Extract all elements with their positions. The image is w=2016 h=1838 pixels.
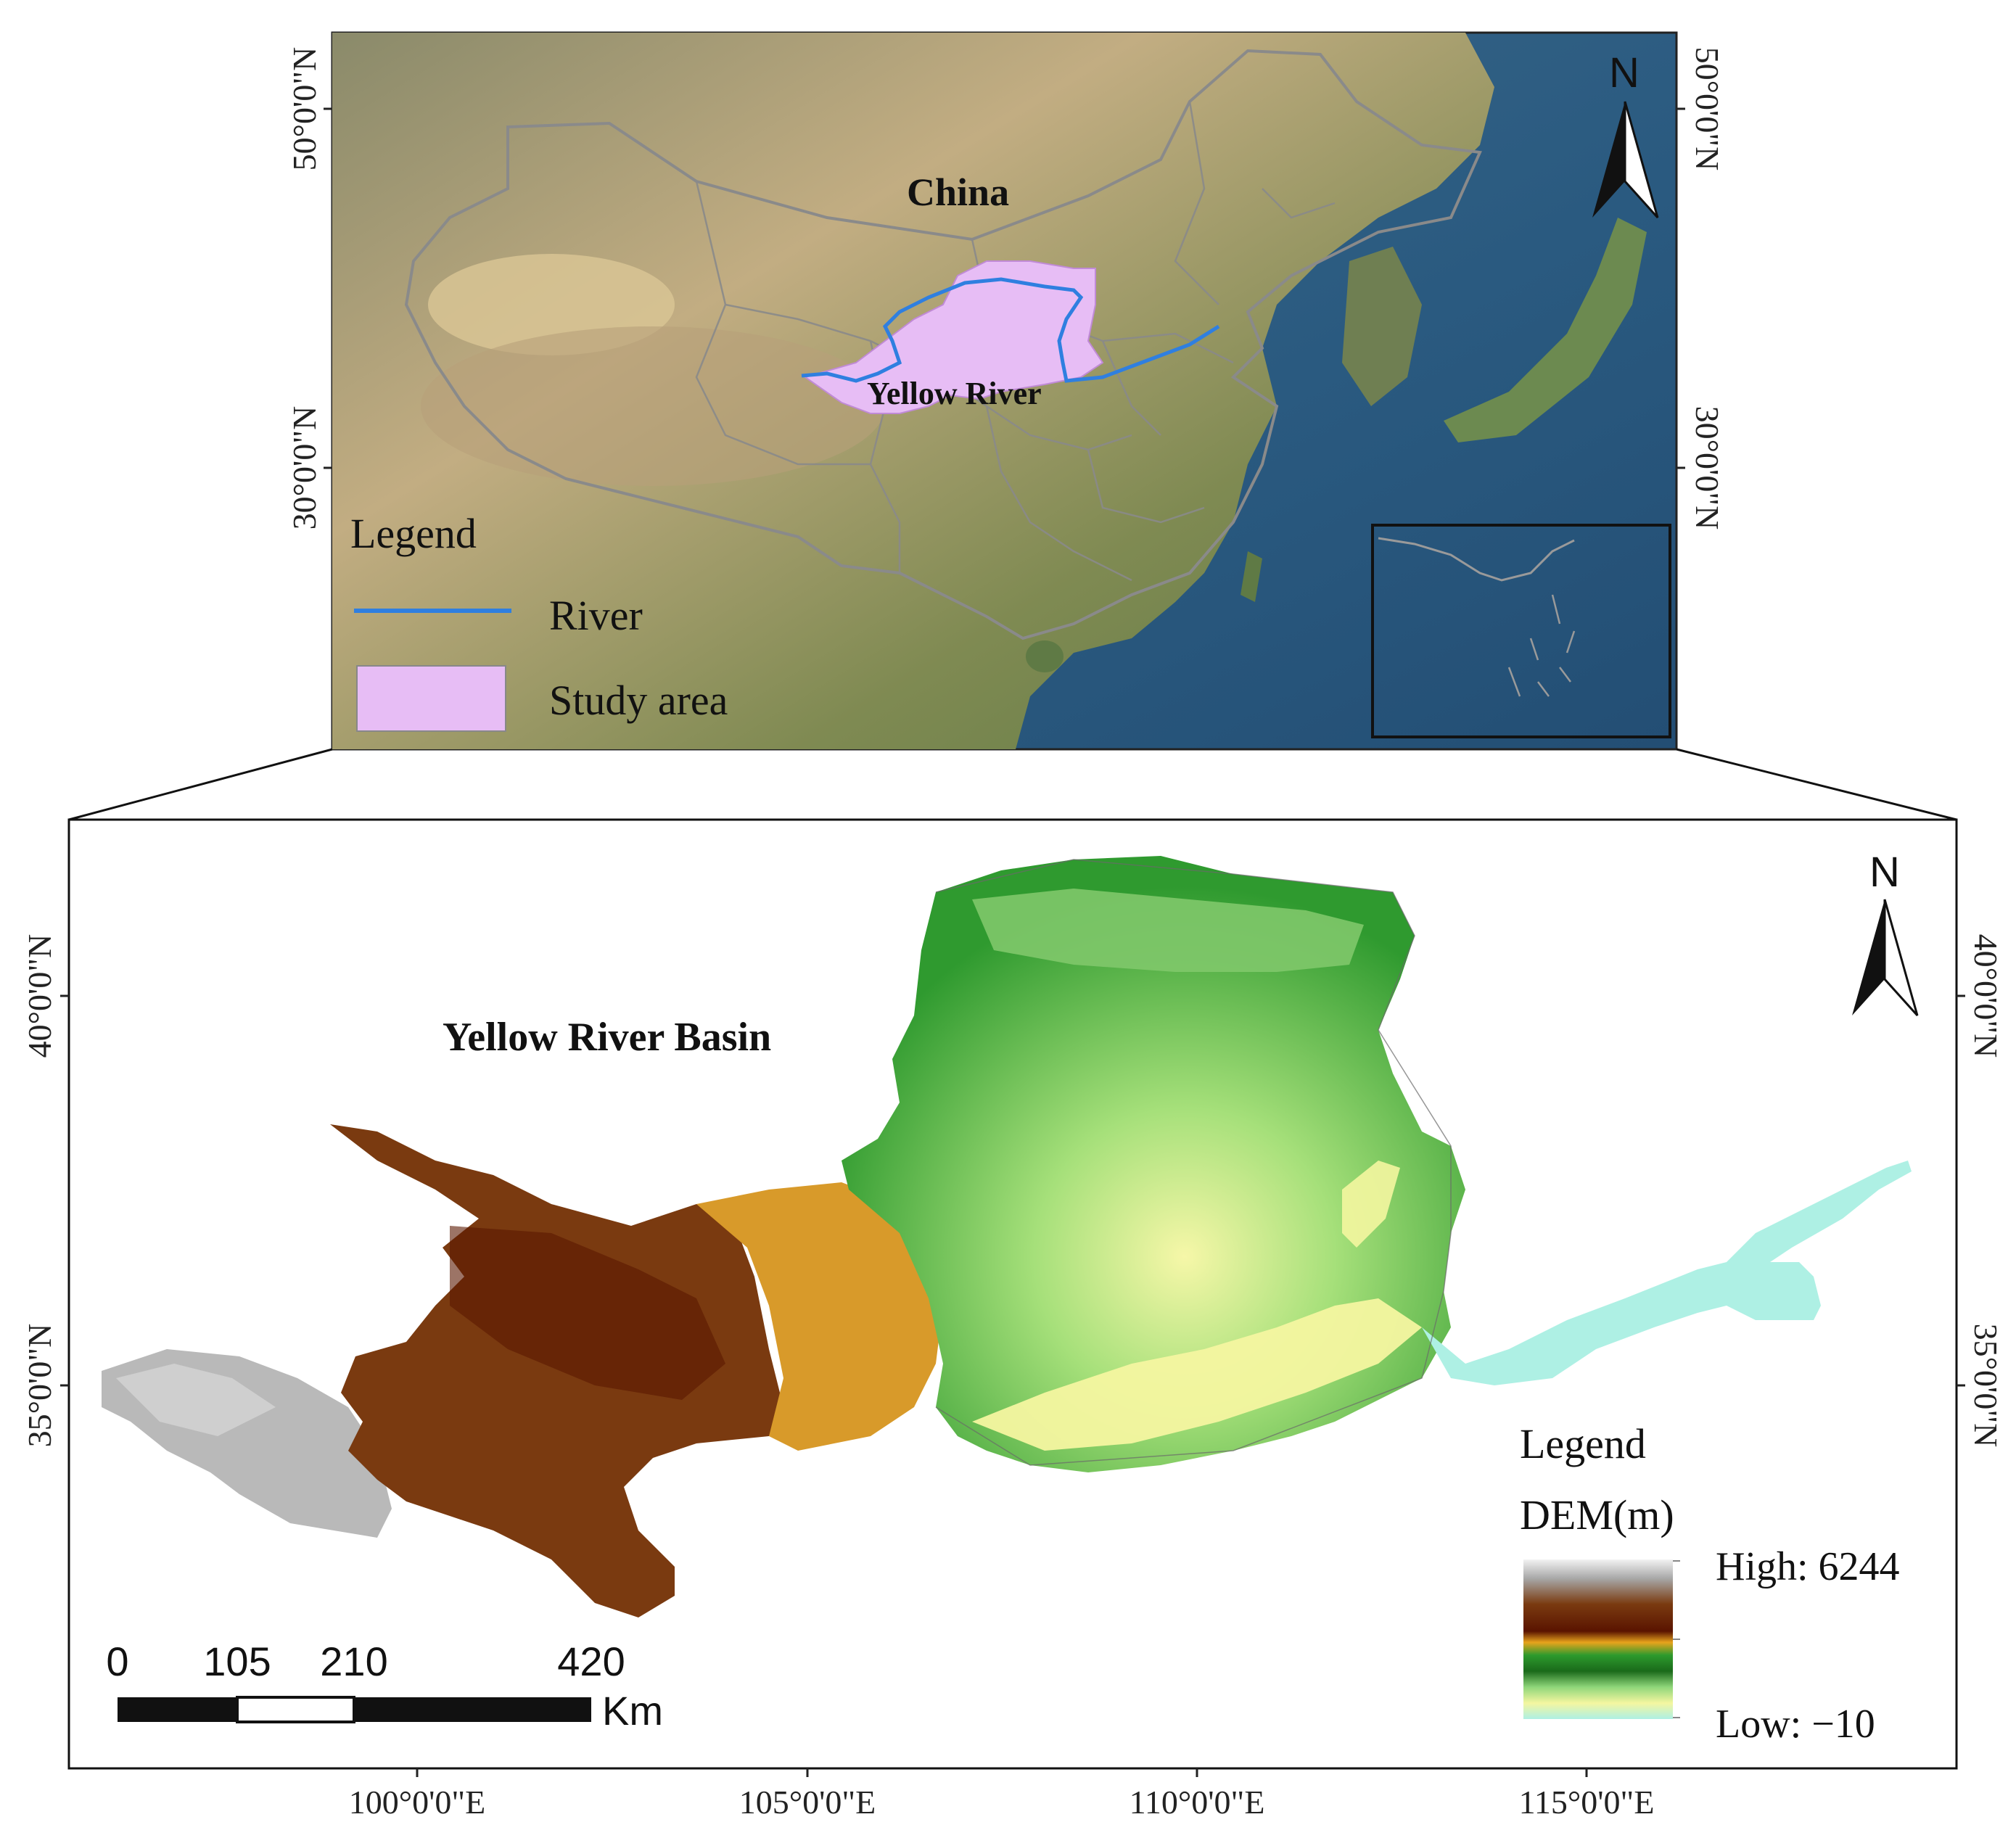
scale-bar: 0 105 210 420 Km bbox=[106, 1639, 663, 1734]
scale-tick-105: 105 bbox=[203, 1639, 271, 1684]
study-area-overview bbox=[803, 260, 1104, 414]
basin-lon-105: 105°0'0"E bbox=[739, 1784, 876, 1821]
basin-ticks bbox=[60, 994, 1965, 1777]
basin-lon-100: 100°0'0"E bbox=[349, 1784, 486, 1821]
basin-north-letter: N bbox=[1869, 849, 1900, 896]
south-china-sea-inset bbox=[1371, 524, 1671, 738]
dem-ridge-shadow bbox=[450, 1226, 725, 1400]
korea-landmass bbox=[1342, 247, 1422, 406]
taiwan-landmass bbox=[1241, 551, 1262, 602]
scale-tick-210: 210 bbox=[320, 1639, 387, 1684]
inset-islands bbox=[1507, 594, 1576, 697]
dem-transition-zone bbox=[696, 1182, 943, 1451]
basin-map: Yellow River Basin N 0 105 210 420 Km Le… bbox=[67, 818, 1958, 1770]
inset-coastline bbox=[1378, 537, 1575, 582]
basin-title: Yellow River Basin bbox=[443, 1015, 771, 1060]
study-area-legend-swatch bbox=[356, 665, 506, 732]
overview-lat-left-30: 30°0'0"N bbox=[286, 406, 323, 530]
basin-outline bbox=[935, 859, 1452, 1466]
overview-lat-ticks bbox=[324, 107, 1685, 469]
basin-lon-110: 110°0'0"E bbox=[1130, 1784, 1265, 1821]
overview-north-letter: N bbox=[1609, 49, 1639, 96]
overview-north-arrow: N bbox=[1592, 49, 1659, 219]
overview-lat-right-50: 50°0'0"N bbox=[1689, 47, 1726, 171]
dem-headwaters-shade bbox=[116, 1364, 276, 1436]
dem-color-ramp bbox=[1523, 1559, 1673, 1719]
dem-high-label: High: 6244 bbox=[1716, 1544, 1900, 1589]
overview-legend-title: Legend bbox=[350, 510, 477, 557]
dem-fen-valley bbox=[1342, 1161, 1400, 1248]
scale-segment-2 bbox=[236, 1696, 355, 1723]
scale-tick-420: 420 bbox=[557, 1639, 625, 1684]
china-label: China bbox=[907, 170, 1009, 214]
zoom-connector-lines bbox=[68, 748, 1957, 821]
dem-legend: Legend DEM(m) High: 6244 Low: −10 bbox=[1520, 1420, 1900, 1747]
basin-lon-115: 115°0'0"E bbox=[1519, 1784, 1655, 1821]
basin-lat-left-40: 40°0'0"N bbox=[21, 934, 58, 1058]
overview-lat-right-30: 30°0'0"N bbox=[1689, 406, 1726, 530]
dem-lower-reach bbox=[1422, 1161, 1912, 1385]
dem-low-label: Low: −10 bbox=[1716, 1702, 1875, 1747]
scale-segment-1 bbox=[118, 1697, 237, 1722]
overview-legend: Legend River Study area bbox=[350, 510, 728, 732]
overview-lat-left-50: 50°0'0"N bbox=[286, 47, 323, 171]
study-area-legend-label: Study area bbox=[549, 677, 728, 724]
plateau-region bbox=[421, 326, 885, 486]
basin-lat-right-40: 40°0'0"N bbox=[1967, 934, 2004, 1058]
scale-unit: Km bbox=[602, 1688, 663, 1734]
dem-mountain-zone bbox=[330, 1124, 783, 1617]
yellow-river-overview bbox=[801, 277, 1220, 383]
yellow-river-label: Yellow River bbox=[867, 376, 1042, 411]
dem-legend-subtitle: DEM(m) bbox=[1520, 1491, 1674, 1538]
dem-wei-valley bbox=[972, 1298, 1422, 1451]
dem-ordos-plain bbox=[972, 889, 1364, 972]
basin-lat-left-35: 35°0'0"N bbox=[21, 1324, 58, 1448]
river-legend-label: River bbox=[549, 592, 643, 639]
japan-landmass bbox=[1444, 218, 1647, 442]
hainan-landmass bbox=[1026, 640, 1063, 672]
scale-tick-0: 0 bbox=[106, 1639, 128, 1684]
scale-segment-3 bbox=[354, 1697, 591, 1722]
basin-lat-right-35: 35°0'0"N bbox=[1967, 1324, 2004, 1448]
basin-north-arrow: N bbox=[1852, 849, 1919, 1017]
dem-legend-title: Legend bbox=[1520, 1420, 1646, 1467]
overview-map: China Yellow River N Legend River Study … bbox=[331, 31, 1678, 751]
